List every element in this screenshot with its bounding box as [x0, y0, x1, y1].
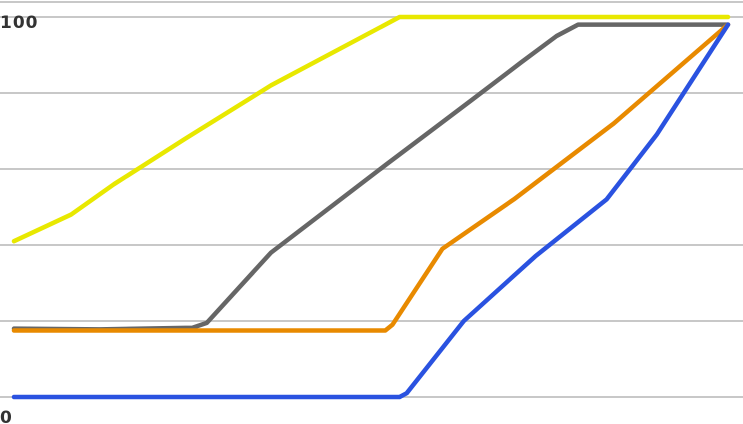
y-tick-labels: 0 100 — [0, 13, 39, 424]
y-tick-label: 100 — [0, 13, 39, 33]
series-line-4 — [11, 22, 731, 400]
y-tick-label: 0 — [0, 408, 13, 424]
gridlines — [0, 1, 743, 398]
series-line-1 — [11, 14, 731, 244]
series-lines — [11, 14, 731, 400]
series-line-3 — [11, 22, 731, 333]
